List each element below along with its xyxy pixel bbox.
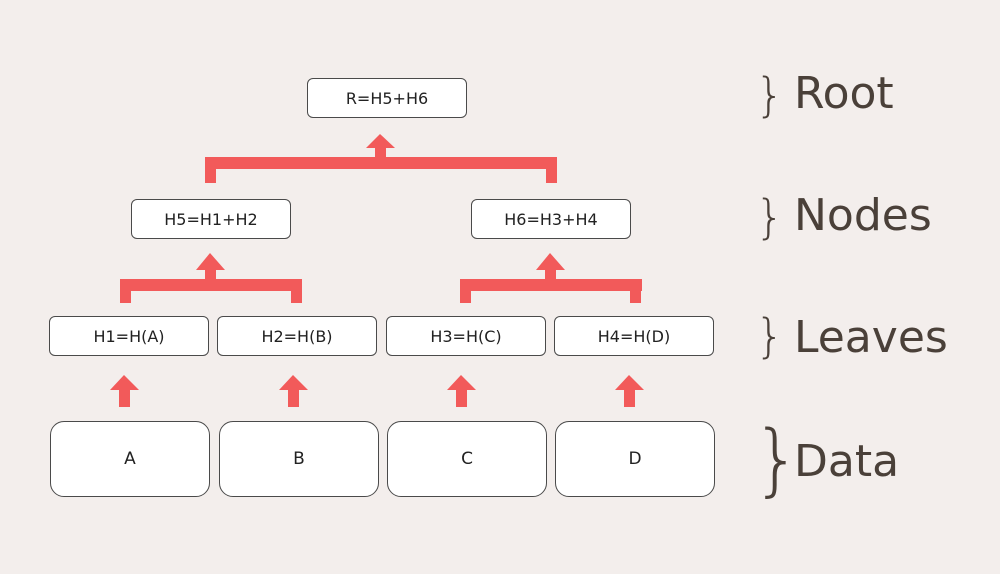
leaves-level-brace: }: [755, 309, 785, 363]
data-level-label: Data: [794, 436, 900, 487]
hash-arrow-b: [279, 375, 308, 407]
leaves-level-label: Leaves: [794, 312, 948, 363]
root-level-brace: }: [755, 68, 785, 122]
hash-arrow-c: [447, 375, 476, 407]
leaf-hash-box-h2: H2=H(B): [217, 316, 377, 356]
data-block-a: A: [50, 421, 210, 497]
leaf-hash-box-h3: H3=H(C): [386, 316, 546, 356]
data-block-c: C: [387, 421, 547, 497]
data-block-b: B: [219, 421, 379, 497]
right-node-merge-arrow: [460, 253, 642, 303]
root-hash-box: R=H5+H6: [307, 78, 467, 118]
root-merge-arrow: [205, 134, 557, 183]
data-block-d: D: [555, 421, 715, 497]
data-level-brace: }: [752, 415, 802, 505]
hash-arrow-d: [615, 375, 644, 407]
nodes-level-brace: }: [755, 190, 785, 244]
hash-arrow-a: [110, 375, 139, 407]
root-level-label: Root: [794, 68, 894, 119]
node-hash-box-h6: H6=H3+H4: [471, 199, 631, 239]
left-node-merge-arrow: [120, 253, 302, 303]
leaf-hash-box-h1: H1=H(A): [49, 316, 209, 356]
leaf-hash-box-h4: H4=H(D): [554, 316, 714, 356]
nodes-level-label: Nodes: [794, 190, 932, 241]
node-hash-box-h5: H5=H1+H2: [131, 199, 291, 239]
